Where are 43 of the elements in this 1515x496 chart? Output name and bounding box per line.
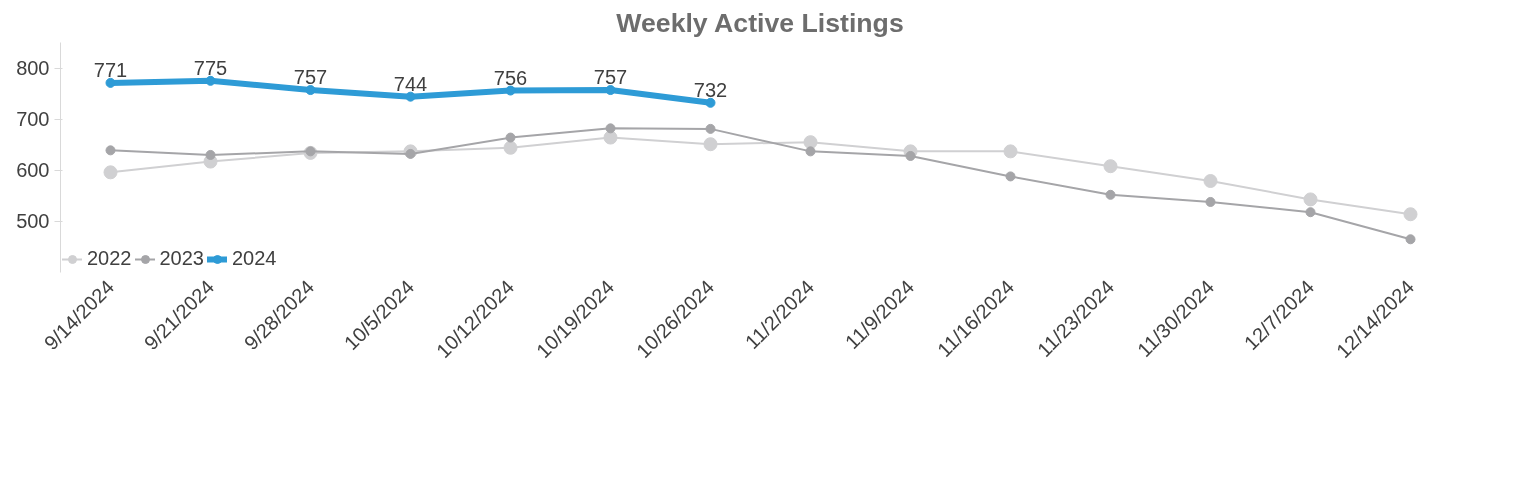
point [305, 85, 316, 96]
point [603, 130, 618, 145]
point [705, 97, 716, 108]
data-label: 744 [393, 72, 428, 95]
point [1105, 189, 1116, 200]
point [605, 123, 616, 134]
point [405, 91, 416, 102]
chart-title: Weekly Active Listings [616, 7, 904, 38]
point [1205, 196, 1216, 207]
point [205, 75, 216, 86]
point [1003, 144, 1018, 159]
legend-label: 2023 [159, 247, 204, 270]
legend-label: 2024 [232, 247, 277, 270]
data-label: 771 [93, 58, 128, 81]
point [1005, 171, 1016, 182]
legend-label: 2022 [87, 247, 132, 270]
point [105, 77, 116, 88]
point [705, 123, 716, 134]
point [905, 150, 916, 161]
point [1403, 207, 1418, 222]
point [805, 146, 816, 157]
y-tick-label: 700 [16, 108, 50, 131]
data-label: 757 [593, 66, 628, 89]
data-label: 756 [493, 66, 528, 89]
point [405, 148, 416, 159]
y-tick-label: 800 [16, 57, 50, 80]
point [105, 145, 116, 156]
y-tick-label: 500 [16, 210, 50, 233]
point [103, 165, 118, 180]
point [503, 140, 518, 155]
point [205, 149, 216, 160]
y-tick-label: 600 [16, 159, 50, 182]
point [1203, 174, 1218, 188]
data-label: 757 [293, 66, 328, 89]
point [1305, 207, 1316, 218]
point [505, 132, 516, 143]
point [1103, 159, 1118, 174]
point [505, 85, 516, 96]
data-label: 775 [193, 56, 228, 79]
point [1303, 192, 1318, 207]
data-label: 732 [693, 78, 728, 101]
point [1405, 234, 1416, 245]
point [703, 137, 718, 152]
